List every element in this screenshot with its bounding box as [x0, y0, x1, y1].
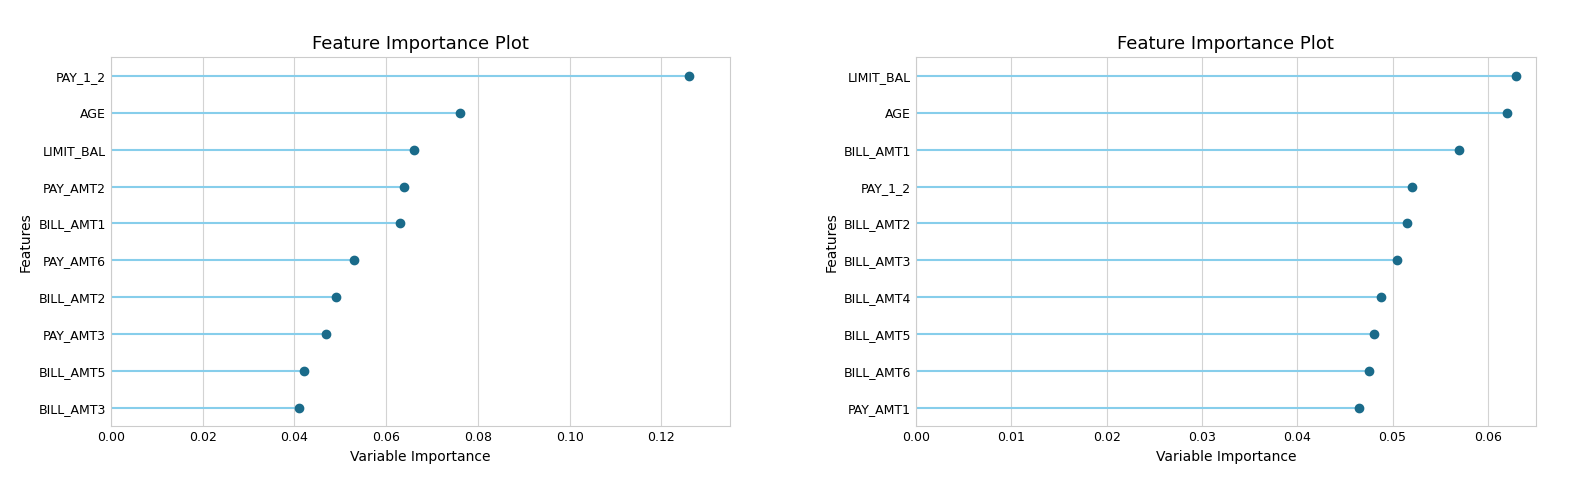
Y-axis label: Features: Features [19, 212, 33, 272]
Title: Feature Importance Plot: Feature Importance Plot [312, 35, 529, 53]
X-axis label: Variable Importance: Variable Importance [350, 450, 491, 464]
Title: Feature Importance Plot: Feature Importance Plot [1118, 35, 1334, 53]
Y-axis label: Features: Features [825, 212, 837, 272]
X-axis label: Variable Importance: Variable Importance [1156, 450, 1296, 464]
